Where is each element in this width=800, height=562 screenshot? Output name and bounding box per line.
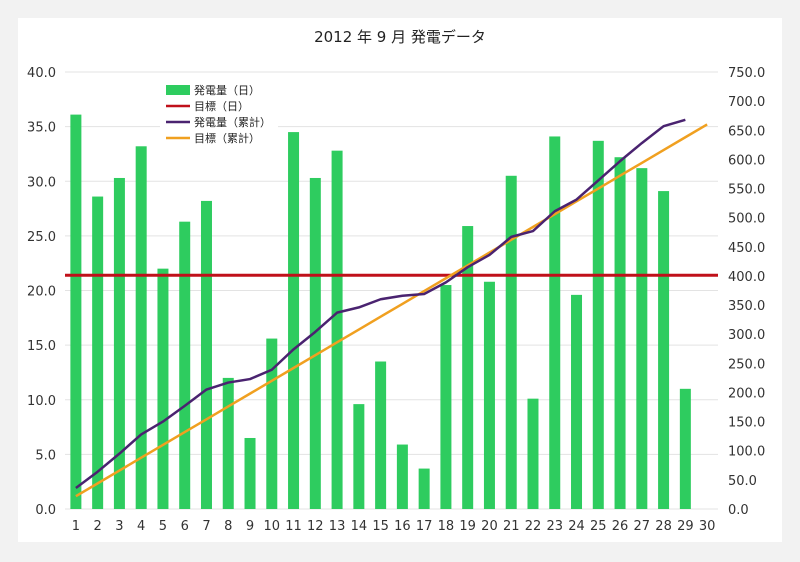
bar-day-26 xyxy=(614,157,626,509)
y-right-tick-label: 150.0 xyxy=(728,416,765,431)
y-right-tick-label: 600.0 xyxy=(728,153,765,168)
y-right-tick-label: 500.0 xyxy=(728,212,765,227)
x-tick-label: 9 xyxy=(246,519,254,534)
legend-label: 目標（累計） xyxy=(194,131,260,145)
bar-day-28 xyxy=(658,191,670,509)
x-tick-label: 10 xyxy=(264,519,281,534)
y-right-tick-label: 0.0 xyxy=(728,503,749,518)
bar-day-29 xyxy=(679,388,691,509)
bar-series xyxy=(70,114,691,510)
x-tick-label: 30 xyxy=(699,519,716,534)
bar-day-1 xyxy=(70,114,82,510)
bar-day-25 xyxy=(592,140,604,509)
bar-day-9 xyxy=(244,437,256,509)
legend: 発電量（日） 目標（日） 発電量（累計） 目標（累計） xyxy=(160,80,278,146)
y-right-tick-label: 200.0 xyxy=(728,386,765,401)
x-tick-label: 7 xyxy=(202,519,210,534)
x-tick-label: 12 xyxy=(307,519,324,534)
y-right-tick-label: 400.0 xyxy=(728,270,765,285)
bar-day-5 xyxy=(157,268,169,509)
y-right-tick-label: 350.0 xyxy=(728,299,765,314)
bar-day-23 xyxy=(549,136,561,509)
y-left-tick-label: 15.0 xyxy=(27,339,56,354)
x-tick-label: 27 xyxy=(634,519,651,534)
x-tick-label: 3 xyxy=(115,519,123,534)
x-tick-label: 16 xyxy=(394,519,411,534)
x-tick-label: 21 xyxy=(503,519,520,534)
x-tick-label: 6 xyxy=(181,519,189,534)
legend-label: 発電量（日） xyxy=(194,83,260,97)
bar-day-3 xyxy=(113,177,125,509)
bar-day-17 xyxy=(418,468,430,509)
y-right-tick-label: 750.0 xyxy=(728,66,765,81)
x-tick-label: 25 xyxy=(590,519,607,534)
y-right-tick-label: 700.0 xyxy=(728,95,765,110)
x-tick-label: 18 xyxy=(438,519,455,534)
x-tick-label: 13 xyxy=(329,519,346,534)
x-tick-label: 17 xyxy=(416,519,433,534)
bar-day-18 xyxy=(440,285,452,509)
bar-day-14 xyxy=(353,404,365,509)
x-tick-label: 20 xyxy=(481,519,498,534)
axes: 0.0 5.0 10.0 15.0 20.0 25.0 30.0 35.0 40.0 0.0 50.… xyxy=(27,66,765,534)
bar-day-27 xyxy=(636,168,648,509)
x-tick-label: 4 xyxy=(137,519,145,534)
bar-day-13 xyxy=(331,150,343,509)
x-tick-label: 5 xyxy=(159,519,167,534)
bar-day-21 xyxy=(505,175,517,509)
bar-day-10 xyxy=(266,338,278,509)
bar-day-20 xyxy=(483,281,495,509)
cumulative-target-line xyxy=(75,123,708,498)
y-right-tick-label: 650.0 xyxy=(728,124,765,139)
bar-day-22 xyxy=(527,398,539,509)
x-tick-label: 23 xyxy=(546,519,563,534)
bar-day-24 xyxy=(571,294,583,509)
bar-day-11 xyxy=(288,132,300,509)
bar-day-2 xyxy=(92,196,104,510)
y-left-tick-label: 25.0 xyxy=(27,230,56,245)
bar-day-6 xyxy=(179,221,191,510)
x-tick-label: 29 xyxy=(677,519,694,534)
y-left-tick-label: 10.0 xyxy=(27,394,56,409)
x-tick-label: 19 xyxy=(459,519,476,534)
bar-day-15 xyxy=(375,361,387,509)
x-tick-label: 22 xyxy=(525,519,542,534)
legend-label: 目標（日） xyxy=(194,99,249,113)
y-left-tick-label: 20.0 xyxy=(27,285,56,300)
legend-label: 発電量（累計） xyxy=(194,115,271,129)
x-tick-label: 11 xyxy=(285,519,302,534)
legend-swatch xyxy=(166,85,190,95)
x-tick-label: 14 xyxy=(351,519,368,534)
x-tick-label: 26 xyxy=(612,519,629,534)
y-right-tick-label: 250.0 xyxy=(728,357,765,372)
line-series xyxy=(65,118,718,498)
y-left-tick-label: 35.0 xyxy=(27,121,56,136)
bar-day-8 xyxy=(222,377,234,509)
bar-day-19 xyxy=(462,226,474,510)
y-right-tick-label: 450.0 xyxy=(728,241,765,256)
y-left-tick-label: 30.0 xyxy=(27,175,56,190)
y-right-tick-label: 50.0 xyxy=(728,474,757,489)
y-right-tick-label: 300.0 xyxy=(728,328,765,343)
y-left-tick-label: 0.0 xyxy=(35,503,56,518)
x-tick-label: 2 xyxy=(94,519,102,534)
x-tick-label: 28 xyxy=(655,519,672,534)
chart-title: 2012 年 9 月 発電データ xyxy=(314,28,486,46)
y-left-tick-label: 40.0 xyxy=(27,66,56,81)
bar-day-12 xyxy=(309,177,321,509)
x-tick-label: 24 xyxy=(568,519,585,534)
x-tick-label: 8 xyxy=(224,519,232,534)
y-left-tick-label: 5.0 xyxy=(35,448,56,463)
y-right-tick-label: 550.0 xyxy=(728,183,765,198)
bar-day-4 xyxy=(135,146,147,510)
y-right-tick-label: 100.0 xyxy=(728,445,765,460)
x-tick-label: 15 xyxy=(372,519,389,534)
bar-day-7 xyxy=(200,200,212,510)
x-tick-label: 1 xyxy=(72,519,80,534)
bar-day-16 xyxy=(396,444,408,509)
cumulative-generation-line xyxy=(75,118,686,490)
